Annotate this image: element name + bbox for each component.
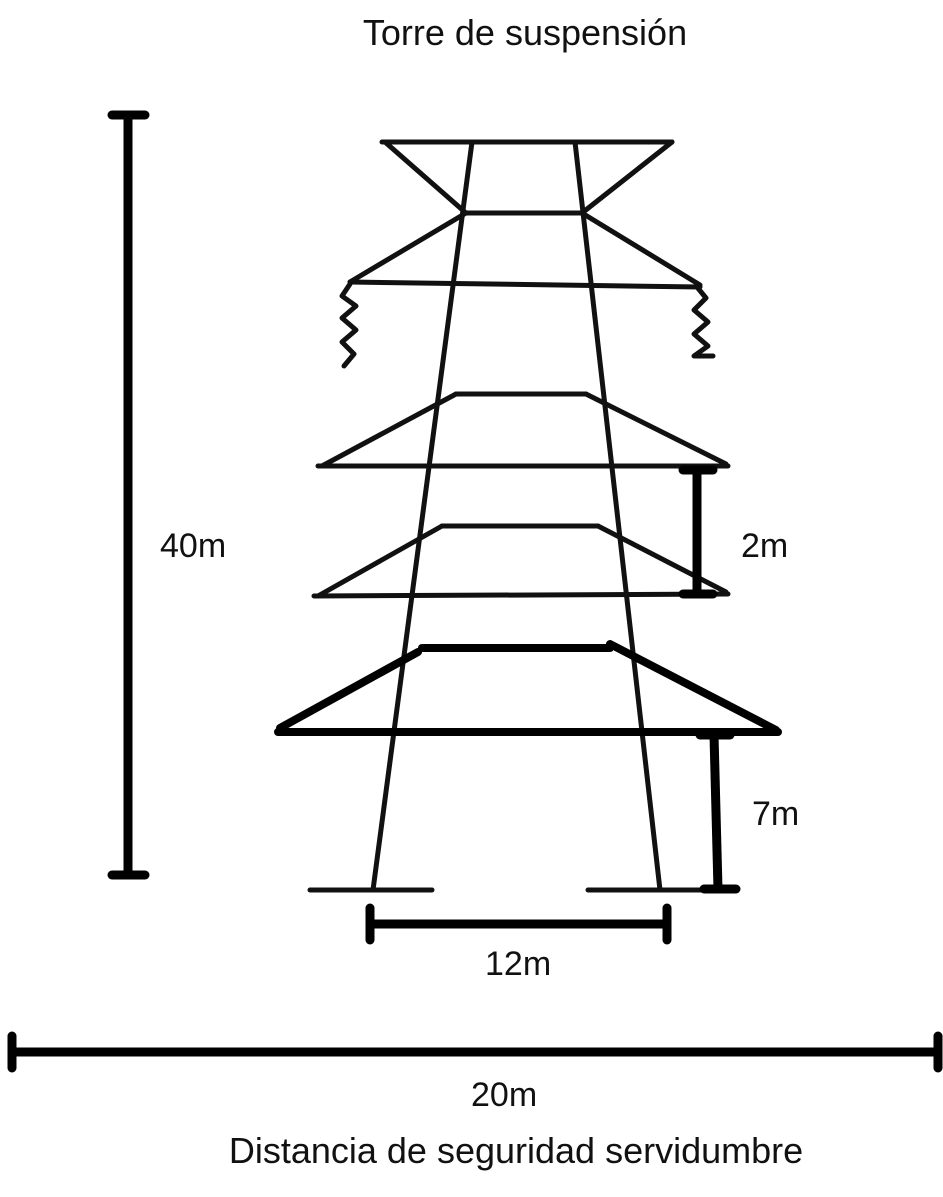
dimension-ground-clearance bbox=[695, 730, 741, 894]
insulator-right bbox=[691, 284, 716, 359]
label-height-total: 40m bbox=[160, 527, 227, 565]
insulator-arm bbox=[347, 279, 703, 290]
tower-leg-right bbox=[572, 139, 663, 893]
label-arm-spacing: 2m bbox=[741, 527, 789, 565]
diagram-title: Torre de suspensión bbox=[362, 12, 688, 53]
dimension-right-of-way bbox=[7, 1031, 943, 1073]
dimension-height-total bbox=[107, 110, 150, 880]
label-right-of-way: 20m bbox=[471, 1076, 538, 1114]
label-base-width: 12m bbox=[485, 945, 552, 983]
dimension-base-width bbox=[365, 903, 672, 945]
arm-level-2 bbox=[311, 591, 731, 599]
diagram-subtitle: Distancia de seguridad servidumbre bbox=[228, 1130, 804, 1171]
tower-structure bbox=[307, 139, 731, 893]
insulator-left bbox=[339, 281, 359, 369]
label-ground-clearance: 7m bbox=[752, 795, 800, 833]
dimension-arm-spacing bbox=[678, 465, 718, 599]
tower-leg-left bbox=[370, 139, 475, 893]
lowest-crossarm bbox=[274, 640, 782, 736]
